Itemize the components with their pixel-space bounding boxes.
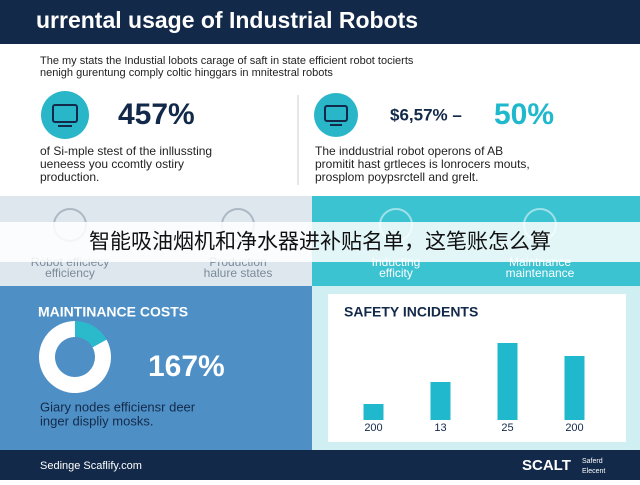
bar [497, 343, 518, 420]
stat-icon [314, 93, 358, 137]
intro-line: The my stats the Industial lobots carage… [40, 55, 414, 67]
x-tick-label: 25 [501, 422, 513, 434]
stat-text: ueneess you ccomtly ostiry [40, 157, 184, 171]
banner-bg [0, 222, 640, 262]
footer-logo: SCALT [522, 457, 571, 474]
header-bar [0, 0, 640, 44]
bar [564, 356, 585, 420]
feature-label: halure states [204, 266, 273, 280]
stat-value: $6,57% – [390, 105, 462, 124]
stat-value: 457% [118, 98, 195, 131]
stat-text: of Si-mple stest of the inllussting [40, 144, 212, 158]
feature-label: efficiency [45, 266, 95, 280]
bar [430, 382, 451, 420]
stat-text: production. [40, 170, 99, 184]
stat-highlight: 50% [494, 98, 554, 131]
x-tick-label: 13 [434, 422, 446, 434]
x-tick-label: 200 [565, 422, 583, 434]
title: urrental usage of Industrial Robots [36, 7, 418, 33]
maintenance-value: 167% [148, 350, 225, 383]
x-tick-label: 200 [364, 422, 382, 434]
footer-left: Sedinge Scaflify.com [40, 460, 142, 472]
donut-slice [39, 321, 112, 393]
footer-logo-sub: Elecent [582, 468, 605, 475]
stat-text: The inddustrial robot operons of AB [315, 144, 503, 158]
feature-label: efficity [379, 266, 413, 280]
banner: 智能吸油烟机和净水器进补贴名单，这笔账怎么算 [89, 231, 551, 254]
stat-text: prosplom poypsrctell and grelt. [315, 170, 478, 184]
maintenance-title: MAINTINANCE COSTS [38, 304, 188, 320]
intro-line: nenigh gurentung comply coltic hinggars … [40, 67, 333, 79]
feature-label: maintenance [506, 266, 575, 280]
maintenance-text: Giary nodes efficiensr deer [40, 399, 196, 414]
footer-logo-sub: Saferd [582, 458, 603, 465]
stat-text: promitit hast grtleces is lonrocers mout… [315, 157, 530, 171]
stat-icon [41, 91, 89, 139]
footer-bar [0, 450, 640, 480]
bar [363, 404, 384, 420]
safety-title: SAFETY INCIDENTS [344, 304, 478, 320]
maintenance-text: inger displiy mosks. [40, 413, 153, 428]
donut-slice [75, 321, 107, 348]
